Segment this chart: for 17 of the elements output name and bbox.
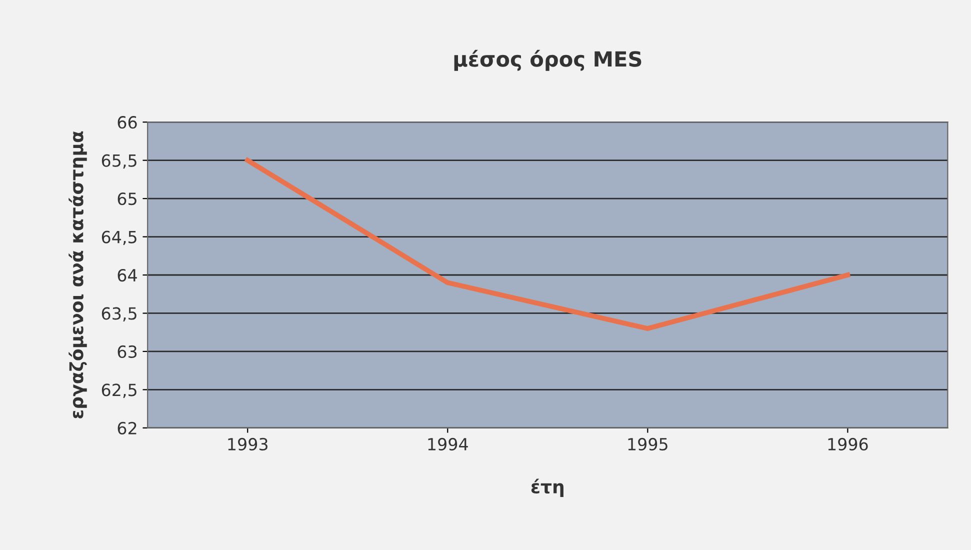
y-tick-label: 65	[118, 192, 136, 206]
x-tick-label: 1996	[828, 438, 868, 451]
x-axis-title: έτη	[531, 478, 564, 497]
y-tick-label: 62,5	[102, 384, 136, 398]
x-tick-label: 1993	[228, 438, 268, 451]
chart-title: μέσος όρος MES	[454, 50, 642, 71]
y-tick-label: 66	[118, 116, 137, 129]
y-tick-label: 65,5	[102, 154, 136, 169]
y-tick-label: 62	[118, 422, 136, 434]
x-tick-label: 1995	[628, 438, 668, 451]
y-tick-label: 64	[118, 268, 137, 282]
line-series	[245, 158, 850, 331]
x-tick-label: 1994	[428, 438, 468, 451]
y-tick-label: 63,5	[102, 307, 136, 322]
y-tick-label: 63	[118, 345, 137, 358]
y-tick-label: 64,5	[102, 230, 136, 246]
y-axis-title: εργαζόμενοι ανά κατάστημα	[68, 131, 87, 418]
